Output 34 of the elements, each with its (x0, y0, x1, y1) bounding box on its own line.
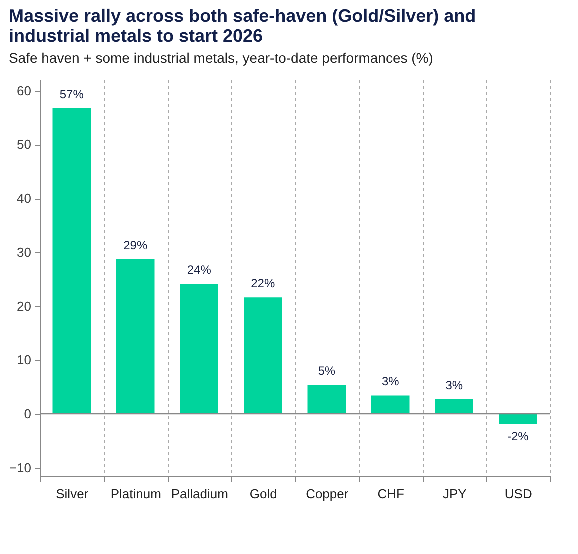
y-tick-label: 10 (17, 352, 32, 368)
bar (435, 399, 474, 414)
x-tick-label: Gold (250, 486, 278, 502)
data-label: 22% (251, 276, 276, 291)
bar (244, 298, 282, 414)
y-tick-label: 50 (17, 137, 32, 152)
x-tick-label: USD (504, 486, 532, 502)
bar (499, 414, 538, 424)
x-tick-label: Platinum (110, 486, 162, 502)
data-label: 29% (124, 238, 148, 252)
bar (308, 384, 346, 414)
data-label: 3% (446, 378, 464, 392)
y-tick-label: 30 (17, 244, 32, 260)
x-tick-label: CHF (378, 486, 405, 502)
chart-title: Massive rally across both safe-haven (Gold/Silver) and industrial metals to start 2026 (8, 6, 476, 46)
data-label: -2% (507, 429, 530, 444)
y-tick-label: −10 (9, 460, 32, 476)
bar (52, 108, 91, 414)
y-tick-label: 20 (17, 298, 32, 314)
y-tick-label: 0 (24, 406, 32, 422)
chart-subtitle: Safe haven + some industrial metals, year-to-date performances (%) (8, 50, 434, 66)
x-tick-label: Copper (306, 486, 350, 502)
data-label: 57% (60, 88, 84, 102)
bar (180, 284, 218, 414)
x-tick-label: Silver (56, 486, 90, 502)
bar (116, 259, 155, 414)
x-tick-label: Palladium (171, 486, 228, 502)
x-tick-label: JPY (442, 486, 468, 502)
y-tick-label: 40 (17, 191, 32, 206)
data-label: 24% (187, 263, 212, 278)
y-tick-label: 60 (17, 83, 32, 98)
data-label: 5% (318, 364, 336, 378)
data-label: 3% (382, 374, 400, 389)
bar (372, 396, 410, 414)
